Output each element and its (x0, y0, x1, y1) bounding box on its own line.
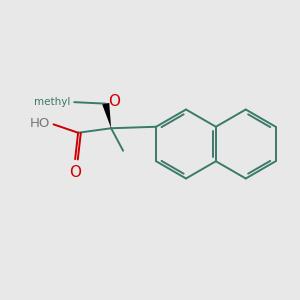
Text: O: O (108, 94, 120, 109)
Text: methyl: methyl (34, 97, 70, 106)
Text: HO: HO (29, 117, 50, 130)
Polygon shape (102, 103, 111, 128)
Text: O: O (69, 164, 81, 179)
